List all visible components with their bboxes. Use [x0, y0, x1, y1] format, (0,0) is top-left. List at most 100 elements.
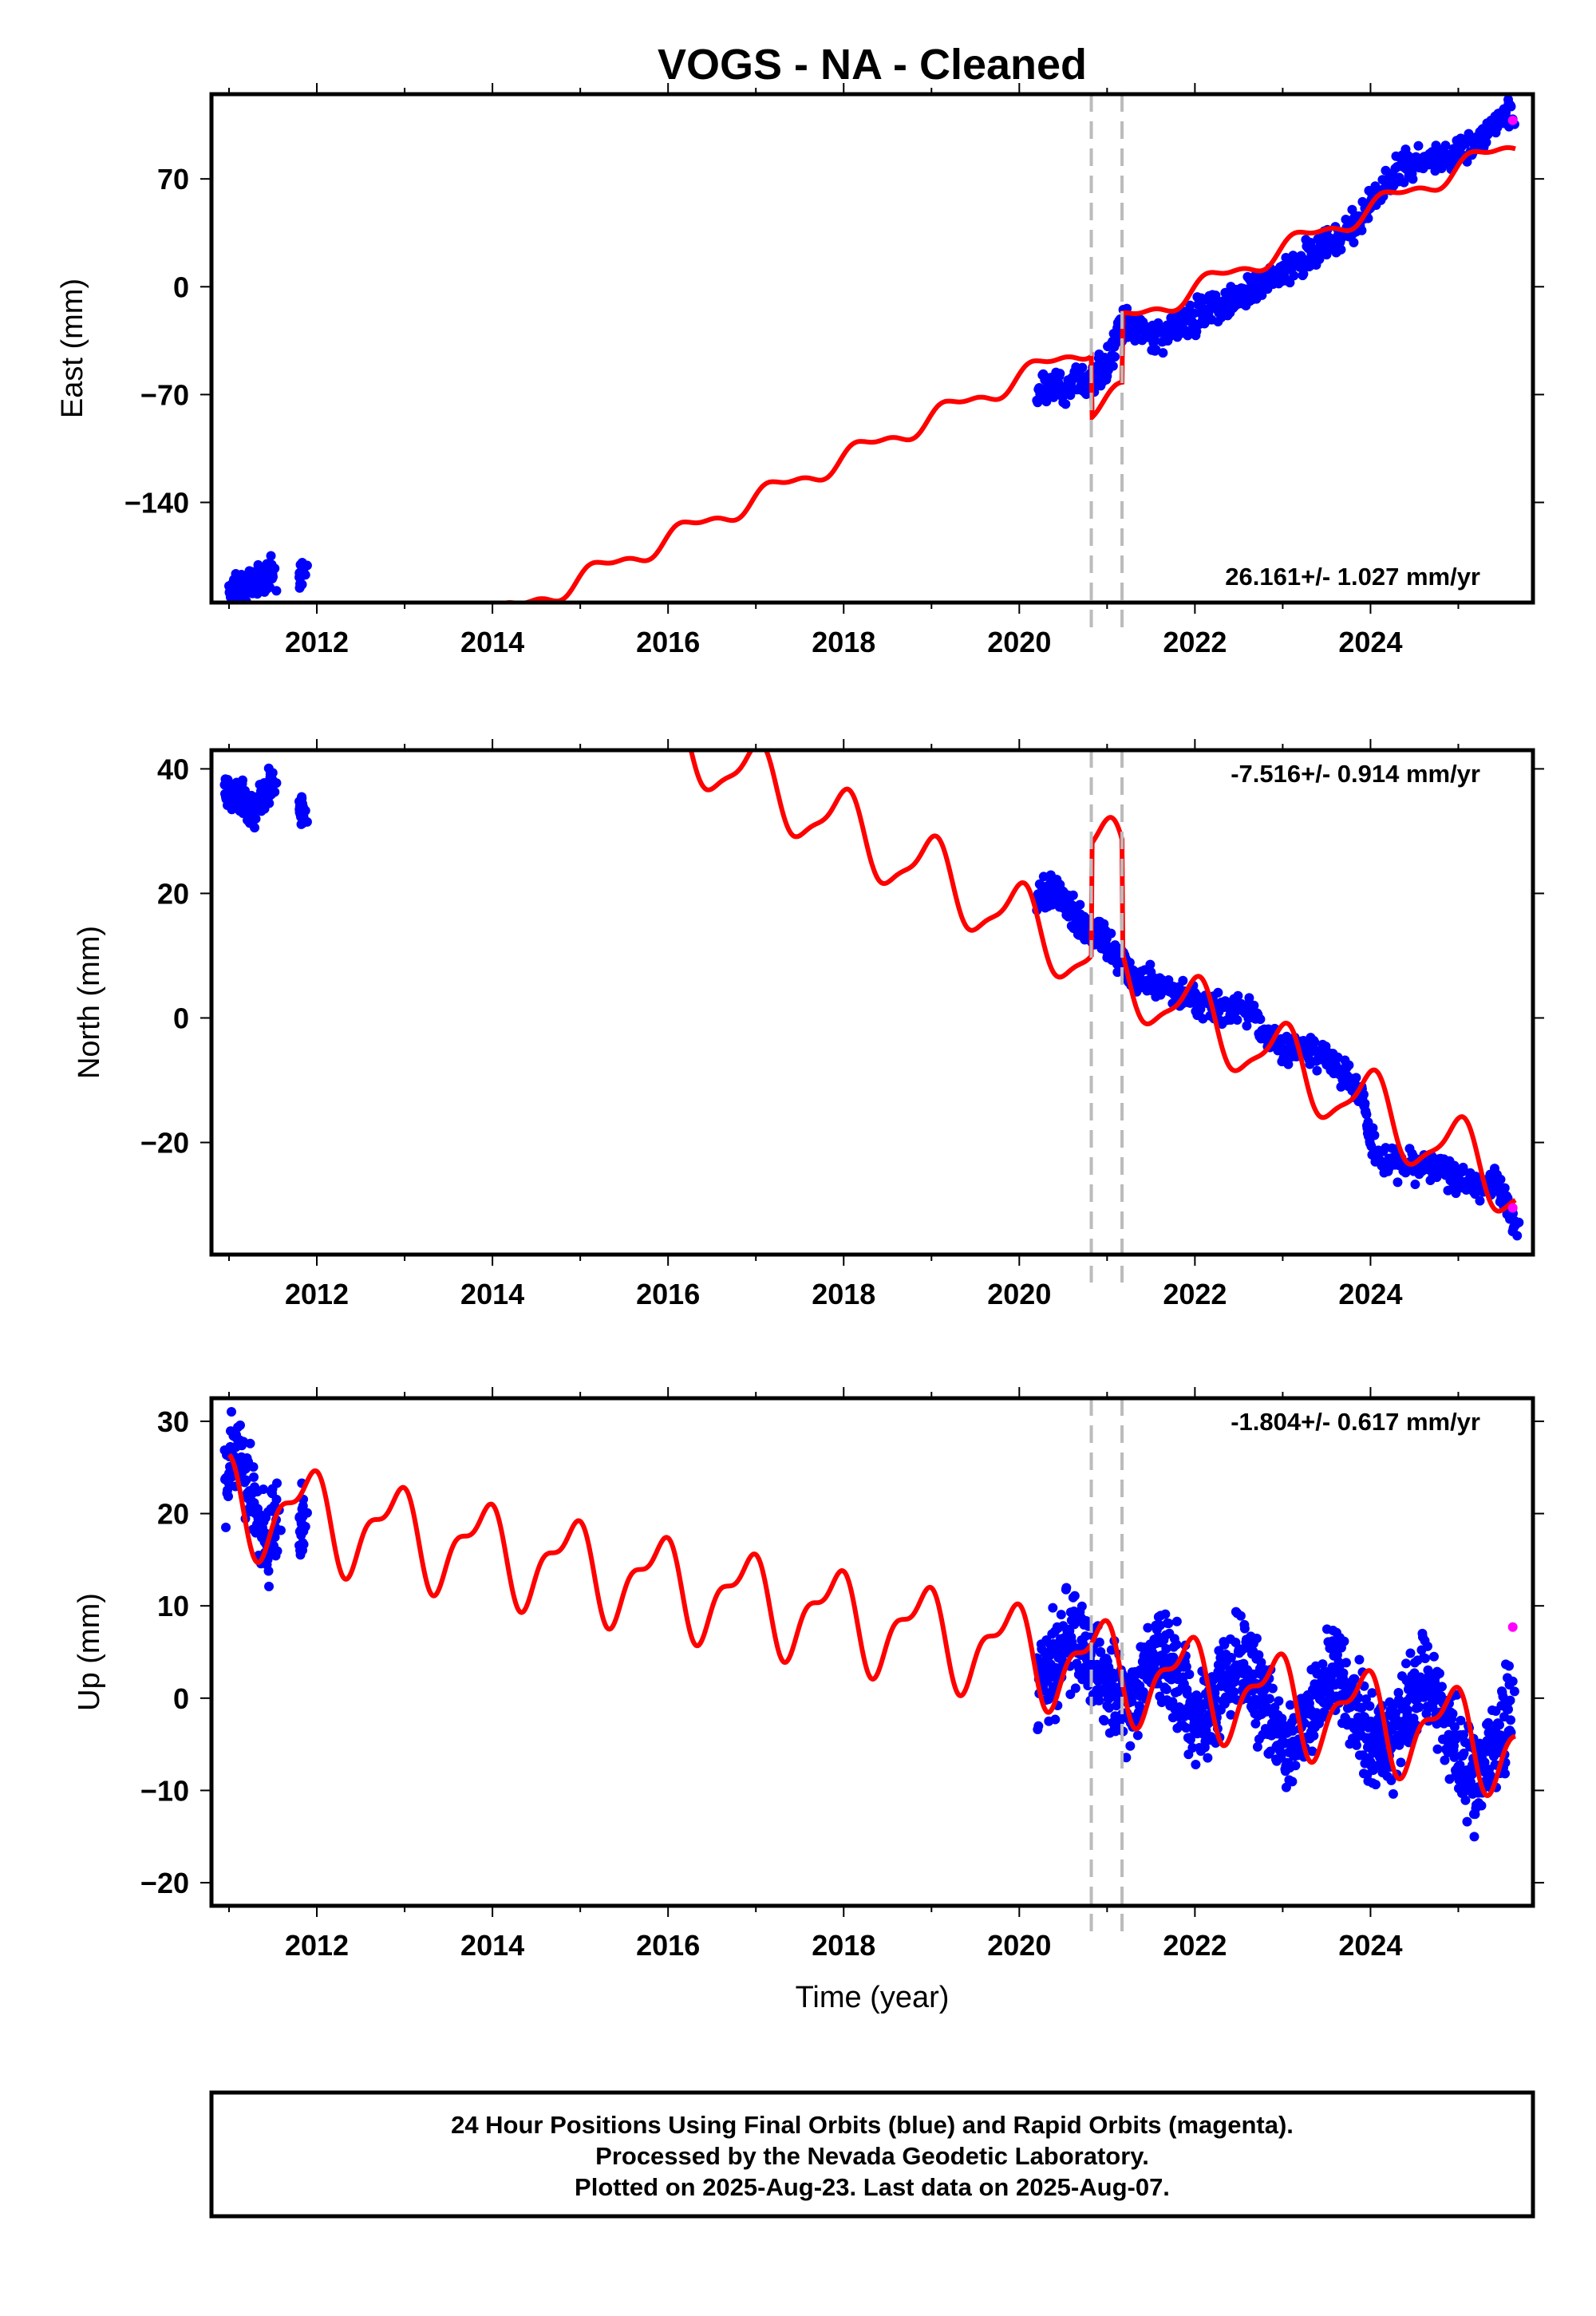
- up-final-orbit-point: [1226, 1652, 1236, 1662]
- up-final-orbit-point: [1056, 1610, 1066, 1620]
- up-final-orbit-point: [1160, 1609, 1171, 1619]
- up-final-orbit-point: [259, 1484, 269, 1495]
- up-rate-label: -1.804+/- 0.617 mm/yr: [1231, 1408, 1480, 1436]
- up-final-orbit-point: [1167, 1697, 1178, 1707]
- east-x-tick-label: 2022: [1163, 626, 1227, 658]
- east-plot-area: [224, 94, 1519, 603]
- up-final-orbit-point: [1505, 1695, 1515, 1705]
- north-final-orbit-point: [250, 823, 260, 833]
- up-final-orbit-point: [1094, 1637, 1104, 1647]
- up-final-orbit-point: [1469, 1832, 1479, 1842]
- up-final-orbit-point: [1161, 1644, 1171, 1654]
- up-final-orbit-point: [227, 1407, 237, 1417]
- east-final-orbit-point: [1440, 140, 1451, 151]
- caption-line-3: Plotted on 2025-Aug-23. Last data on 202…: [575, 2173, 1170, 2201]
- up-final-orbit-point: [1317, 1659, 1328, 1670]
- north-final-orbit-point: [1242, 1021, 1252, 1031]
- east-final-orbit-point: [268, 571, 279, 582]
- up-final-orbit-point: [1050, 1714, 1061, 1725]
- up-final-orbit-point: [1143, 1622, 1153, 1633]
- north-final-orbit-point: [270, 787, 280, 797]
- up-final-orbit-point: [300, 1521, 310, 1531]
- north-final-orbit-point: [1369, 1130, 1380, 1140]
- up-final-orbit-point: [1048, 1603, 1058, 1613]
- up-final-orbit-point: [1125, 1741, 1136, 1751]
- up-final-orbit-point: [1458, 1729, 1468, 1740]
- east-final-orbit-point: [1077, 362, 1088, 373]
- up-final-orbit-point: [1276, 1748, 1286, 1758]
- up-final-orbit-point: [1420, 1654, 1430, 1664]
- up-final-orbit-point: [1290, 1761, 1301, 1771]
- up-final-orbit-point: [1285, 1700, 1295, 1710]
- north-y-tick-label: −20: [140, 1127, 189, 1160]
- up-final-orbit-point: [249, 1472, 259, 1482]
- up-plot-area: [219, 1407, 1519, 1842]
- up-final-orbit-point: [1351, 1740, 1361, 1750]
- north-final-orbit-point: [1475, 1196, 1485, 1206]
- up-final-orbit-point: [1127, 1697, 1137, 1707]
- panels: 2012 2014 2016 2018 2020 2022 2024700−70−140Ea…: [56, 83, 1544, 1962]
- north-final-orbit-series-1: [219, 763, 282, 833]
- up-final-orbit-point: [1171, 1616, 1182, 1626]
- up-final-orbit-point: [1161, 1684, 1171, 1694]
- up-final-orbit-point: [245, 1438, 255, 1448]
- up-final-orbit-point: [1428, 1651, 1439, 1662]
- north-final-orbit-point: [1038, 871, 1049, 882]
- caption-box: 24 Hour Positions Using Final Orbits (bl…: [209, 2090, 1535, 2219]
- east-final-orbit-point: [1298, 269, 1309, 279]
- panel-north: 2012 2014 2016 2018 2020 2022 2024 40 20 0 −20 Nort…: [73, 739, 1544, 1310]
- up-final-orbit-point: [1254, 1650, 1264, 1660]
- up-final-orbit-series-2: [294, 1478, 312, 1560]
- up-final-orbit-point: [1191, 1760, 1201, 1770]
- up-x-tick-label: 2020: [987, 1929, 1051, 1962]
- east-final-orbit-point: [266, 551, 276, 561]
- up-final-orbit-point: [1163, 1618, 1174, 1629]
- east-x-tick-label: 2018: [812, 626, 875, 658]
- north-final-orbit-point: [1233, 990, 1243, 1001]
- up-final-orbit-point: [270, 1532, 280, 1543]
- north-final-orbit-point: [1213, 987, 1223, 998]
- north-final-orbit-point: [264, 798, 275, 808]
- east-y-tick-label: 0: [173, 271, 189, 303]
- up-final-orbit-point: [1214, 1646, 1224, 1656]
- up-final-orbit-point: [1396, 1757, 1406, 1768]
- east-x-tick-label: 2016: [636, 626, 700, 658]
- east-y-tick-label: 70: [157, 163, 189, 196]
- up-final-orbit-point: [1386, 1775, 1396, 1785]
- up-final-orbit-point: [1252, 1741, 1262, 1752]
- north-final-orbit-point: [1178, 975, 1188, 986]
- up-x-tick-label: 2016: [636, 1929, 700, 1962]
- up-final-orbit-point: [1203, 1753, 1213, 1763]
- east-final-orbit-point: [1061, 399, 1071, 409]
- north-final-orbit-point: [238, 775, 248, 785]
- north-final-orbit-point: [1393, 1177, 1403, 1188]
- north-frame: [209, 748, 1535, 1257]
- up-final-orbit-point: [1367, 1688, 1377, 1698]
- north-y-tick-label: 40: [157, 753, 189, 785]
- up-final-orbit-point: [1402, 1705, 1412, 1715]
- north-x-tick-label: 2022: [1163, 1278, 1227, 1310]
- east-final-orbit-point: [302, 560, 312, 571]
- up-final-orbit-point: [1476, 1800, 1487, 1811]
- up-final-orbit-point: [1349, 1674, 1360, 1684]
- east-x-tick-label: 2012: [285, 626, 349, 658]
- up-final-orbit-point: [1239, 1623, 1250, 1634]
- up-final-orbit-point: [272, 1546, 282, 1556]
- east-final-orbit-point: [1055, 369, 1065, 379]
- east-final-orbit-point: [1289, 271, 1299, 281]
- up-final-orbit-point: [1132, 1730, 1143, 1741]
- up-final-orbit-point: [1307, 1746, 1317, 1757]
- east-y-axis-label: East (mm): [56, 279, 89, 418]
- north-final-orbit-point: [1312, 1065, 1322, 1076]
- up-final-orbit-point: [1449, 1721, 1460, 1732]
- north-final-orbit-point: [1198, 1014, 1208, 1024]
- up-final-orbit-point: [1494, 1720, 1504, 1730]
- up-final-orbit-point: [1341, 1658, 1351, 1668]
- north-x-tick-label: 2012: [285, 1278, 349, 1310]
- up-final-orbit-point: [1155, 1620, 1165, 1630]
- east-final-orbit-point: [1347, 204, 1357, 215]
- up-final-orbit-point: [1432, 1744, 1443, 1754]
- north-final-orbit-point: [300, 805, 310, 816]
- up-final-orbit-point: [1339, 1636, 1349, 1646]
- north-final-orbit-point: [271, 778, 282, 788]
